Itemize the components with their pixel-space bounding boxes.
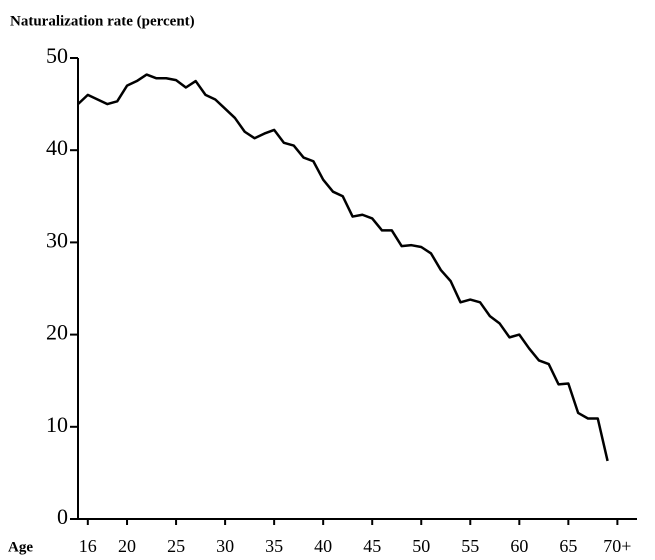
x-tick-label: 45 — [363, 536, 381, 556]
x-tick-label: 30 — [216, 536, 234, 556]
y-tick-label: 50 — [46, 43, 68, 68]
x-tick-label: 60 — [510, 536, 528, 556]
y-tick-label: 30 — [46, 227, 68, 252]
x-tick-label: 16 — [79, 536, 97, 556]
x-tick-label: 20 — [118, 536, 136, 556]
x-tick-label: 70+ — [603, 536, 631, 556]
x-tick-label: 40 — [314, 536, 332, 556]
x-tick-label: 35 — [265, 536, 283, 556]
y-tick-label: 40 — [46, 135, 68, 160]
y-tick-label: 10 — [46, 412, 68, 437]
x-tick-label: 55 — [461, 536, 479, 556]
y-tick-label: 0 — [57, 504, 68, 529]
y-tick-label: 20 — [46, 320, 68, 345]
line — [77, 73, 609, 462]
x-tick-label: 25 — [167, 536, 185, 556]
x-axis-label: Age — [8, 539, 33, 555]
x-tick-label: 65 — [559, 536, 577, 556]
x-tick-label: 50 — [412, 536, 430, 556]
chart-title: Naturalization rate (percent) — [10, 13, 195, 29]
